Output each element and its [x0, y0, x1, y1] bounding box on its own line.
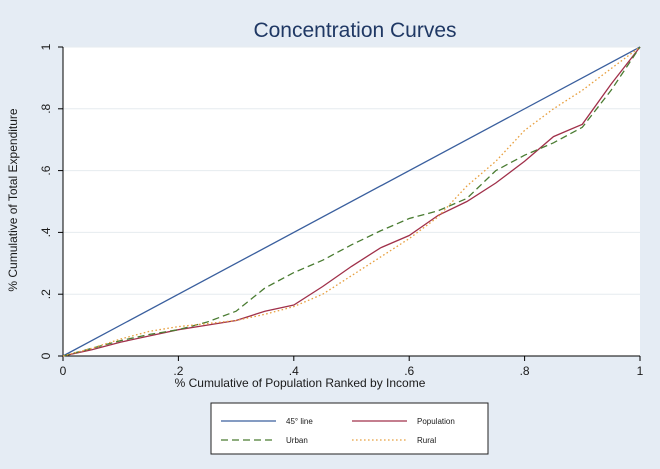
legend-label-3: Rural: [417, 436, 436, 445]
legend-label-2: Urban: [286, 436, 308, 445]
x-tick-label: 0: [60, 364, 67, 378]
legend: 45° line Population Urban Rural: [210, 402, 489, 455]
x-tick-label: 1: [637, 364, 644, 378]
y-tick-label: .4: [39, 227, 53, 237]
legend-box: [210, 402, 489, 455]
x-ticks: 0 .2 .4 .6 .8 1: [60, 356, 644, 378]
legend-label-1: Population: [417, 417, 455, 426]
x-tick-label: .4: [289, 364, 299, 378]
x-tick-label: .8: [520, 364, 530, 378]
x-tick-label: .2: [173, 364, 183, 378]
series-lines: [62, 46, 641, 357]
y-tick-label: 0: [39, 352, 53, 359]
y-tick-label: 1: [39, 43, 53, 50]
y-ticks: 0 .2 .4 .6 .8 1: [39, 43, 63, 359]
series-line-1: [62, 46, 641, 357]
axes: [62, 47, 640, 357]
y-tick-label: .2: [39, 289, 53, 299]
chart-title: Concentration Curves: [253, 19, 456, 42]
series-line-0: [62, 46, 641, 357]
x-tick-label: .6: [404, 364, 414, 378]
y-tick-label: .6: [39, 165, 53, 175]
legend-label-0: 45° line: [286, 417, 313, 426]
y-tick-label: .8: [39, 103, 53, 113]
x-axis-label: % Cumulative of Population Ranked by Inc…: [175, 376, 426, 390]
series-line-2: [62, 46, 641, 357]
gridlines: [63, 46, 640, 295]
y-axis-label: % Cumulative of Total Expenditure: [6, 108, 20, 292]
